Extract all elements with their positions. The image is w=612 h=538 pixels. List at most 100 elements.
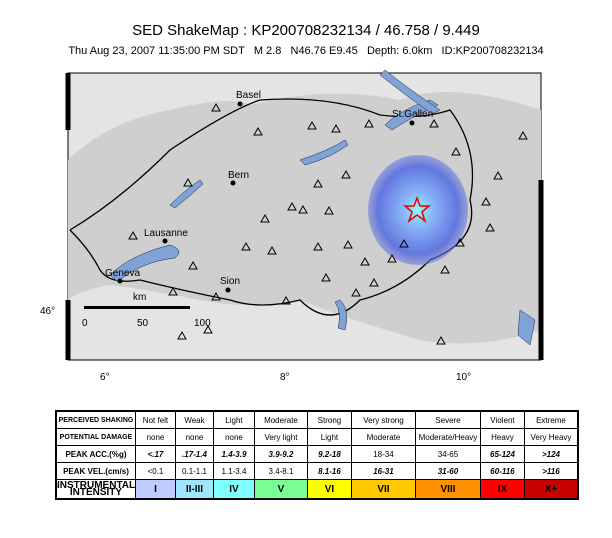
legend-cell: 65-124 xyxy=(479,445,525,463)
station xyxy=(281,295,291,305)
station xyxy=(313,178,323,188)
legend-cell: 0.1-1.1 xyxy=(174,462,214,480)
legend-cell: X+ xyxy=(523,479,579,500)
city-label: Lausanne xyxy=(144,228,188,239)
station xyxy=(331,123,341,133)
city-label: Geneva xyxy=(105,268,140,279)
station xyxy=(493,170,503,180)
station xyxy=(429,118,439,128)
lat-label: 46° xyxy=(40,306,55,317)
legend-cell: .17-1.4 xyxy=(174,445,214,463)
station xyxy=(481,196,491,206)
frame-ticks xyxy=(65,73,544,360)
station xyxy=(485,222,495,232)
legend-cell: 31-60 xyxy=(414,462,481,480)
city-dot xyxy=(230,180,236,186)
station xyxy=(307,120,317,130)
legend-cell: Severe xyxy=(414,410,481,429)
row-label: INSTRUMENTAL INTENSITY xyxy=(55,479,136,500)
legend-row: PERCEIVED SHAKING Not felt Weak Light Modera… xyxy=(55,410,579,429)
station xyxy=(351,287,361,297)
epicenter xyxy=(402,195,432,224)
station xyxy=(455,237,465,247)
scale-label: 50 xyxy=(137,318,149,329)
lakes xyxy=(109,69,536,346)
scale-bar xyxy=(84,306,190,309)
station xyxy=(298,204,308,214)
city-dot xyxy=(117,278,123,284)
legend-row: PEAK VEL.(cm/s) <0.1 0.1-1.1 1.1-3.4 3.4-8.1… xyxy=(55,462,579,480)
legend-cell: Very Heavy xyxy=(523,428,579,446)
legend-row: INSTRUMENTAL INTENSITY I II-III IV V VI VII VII… xyxy=(55,479,579,500)
city-label: Basel xyxy=(236,90,261,101)
legend-cell: 18-34 xyxy=(350,445,416,463)
shaking-area xyxy=(368,155,468,265)
scale-label: 100 xyxy=(194,318,211,329)
legend-cell: >116 xyxy=(523,462,579,480)
station xyxy=(364,118,374,128)
city-dot xyxy=(237,101,243,107)
city-dot xyxy=(409,120,415,126)
legend-cell: VI xyxy=(306,479,352,500)
station xyxy=(324,205,334,215)
legend-cell: none xyxy=(174,428,214,446)
legend-row: POTENTIAL DAMAGE none none none Very light Li… xyxy=(55,428,579,446)
station xyxy=(188,260,198,270)
station xyxy=(313,241,323,251)
station xyxy=(343,239,353,249)
legend-cell: 60-116 xyxy=(479,462,525,480)
subtitle: Thu Aug 23, 2007 11:35:00 PM SDT M 2.8 N… xyxy=(68,45,544,57)
station xyxy=(387,253,397,263)
legend-cell: 1.1-3.4 xyxy=(212,462,255,480)
station xyxy=(341,169,351,179)
legend-cell: Strong xyxy=(306,410,352,429)
relief xyxy=(68,92,541,344)
legend-cell: none xyxy=(212,428,255,446)
station xyxy=(518,130,528,140)
scale-unit: km xyxy=(133,292,146,303)
stations xyxy=(128,102,528,345)
legend-cell: Violent xyxy=(479,410,525,429)
legend-cell: Extreme xyxy=(523,410,579,429)
legend-cell: Not felt xyxy=(134,410,176,429)
city-label: Bern xyxy=(228,170,249,181)
legend-cell: Very light xyxy=(253,428,308,446)
legend-cell: Light xyxy=(306,428,352,446)
legend-cell: Moderate/Heavy xyxy=(414,428,481,446)
legend-cell: II-III xyxy=(174,479,214,500)
station xyxy=(451,146,461,156)
legend-cell: Very strong xyxy=(350,410,416,429)
station xyxy=(440,264,450,274)
station xyxy=(183,177,193,187)
city-label: Sion xyxy=(220,276,240,287)
station xyxy=(321,272,331,282)
legend-cell: Light xyxy=(212,410,255,429)
legend-cell: Moderate xyxy=(253,410,308,429)
station xyxy=(211,102,221,112)
legend-cell: VII xyxy=(350,479,416,500)
legend-table: PERCEIVED SHAKING Not felt Weak Light Modera… xyxy=(55,410,579,500)
lon-label: 8° xyxy=(280,372,290,383)
legend-cell: I xyxy=(134,479,176,500)
city-dot xyxy=(225,287,231,293)
legend-cell: none xyxy=(134,428,176,446)
legend-cell: 3.4-8.1 xyxy=(253,462,308,480)
cities: Basel St.Gallen Bern Lausanne Geneva Sion xyxy=(105,90,433,293)
station xyxy=(436,335,446,345)
station xyxy=(360,256,370,266)
legend-cell: V xyxy=(253,479,308,500)
lon-label: 10° xyxy=(456,372,471,383)
station xyxy=(128,230,138,240)
legend-cell: <0.1 xyxy=(134,462,176,480)
legend-cell: Weak xyxy=(174,410,214,429)
legend-cell: 16-31 xyxy=(350,462,416,480)
legend-cell: Heavy xyxy=(479,428,525,446)
row-label: POTENTIAL DAMAGE xyxy=(55,428,136,446)
legend-row: PEAK ACC.(%g) <.17.17-1.4 1.4-3.9 3.9-9.2 9.… xyxy=(55,445,579,463)
legend-cell: >124 xyxy=(523,445,579,463)
legend-cell: IX xyxy=(479,479,525,500)
row-label: PEAK ACC.(%g) xyxy=(55,445,136,463)
row-label: PEAK VEL.(cm/s) xyxy=(55,462,136,480)
